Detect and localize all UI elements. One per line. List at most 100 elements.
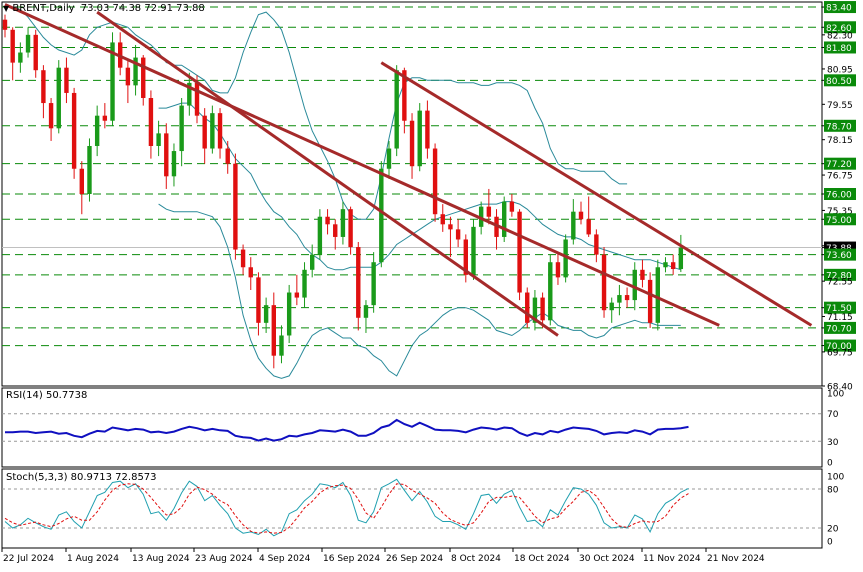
trendline-1 [380, 61, 813, 327]
level-label-0: 83.40 [826, 4, 852, 14]
middle-band-line [158, 102, 681, 271]
rsi-header: RSI(14) 50.7738 [6, 390, 88, 401]
rsi-line [5, 418, 689, 442]
candle-body-22 [171, 151, 177, 177]
level-label-box-5 [824, 74, 856, 87]
candle-body-88 [678, 247, 684, 270]
level-label-5: 80.50 [826, 77, 852, 87]
candle-body-63 [486, 206, 492, 217]
candle-body-57 [440, 214, 445, 225]
stoch-pane[interactable]: 100 80 20 0 [1, 468, 844, 549]
candle-body-18 [141, 57, 146, 98]
stoch-tick-label-2: 20 [827, 525, 839, 535]
dropdown-triangle-icon[interactable]: ▼ [3, 4, 10, 13]
symbol-label: BRENT,Daily [12, 3, 75, 14]
time-label-7: 8 Oct 2024 [451, 554, 501, 564]
candle-body-81 [624, 295, 630, 301]
lower-band-line [158, 203, 681, 379]
level-label-19: 71.50 [826, 304, 852, 314]
level-label-13: 75.00 [826, 216, 852, 226]
candle-body-30 [233, 163, 238, 250]
level-label-box-9 [824, 157, 856, 170]
candle-body-13 [102, 115, 108, 121]
candle-body-17 [133, 57, 138, 86]
candle-body-41 [317, 216, 323, 255]
level-label-21: 70.70 [826, 324, 852, 334]
candle-body-39 [302, 269, 307, 298]
candle-body-43 [333, 224, 338, 237]
candle-body-52 [402, 70, 407, 121]
level-label-16: 73.60 [826, 251, 852, 261]
level-label-7: 78.70 [826, 122, 852, 132]
candle-body-68 [525, 292, 530, 323]
stoch-signal-line [4, 483, 689, 534]
price-tick-label-2: 82.30 [827, 31, 853, 41]
candle-body-0 [2, 19, 8, 30]
level-label-box-21 [824, 321, 856, 334]
candle-body-80 [617, 295, 622, 303]
price-tick-label-8: 78.15 [827, 136, 853, 146]
candle-body-38 [294, 292, 300, 298]
ohlc-readout: 73.03 74.38 72.91 73.88 [80, 3, 205, 14]
candle-body-12 [94, 115, 100, 146]
candle-body-85 [655, 267, 660, 323]
candle-body-66 [509, 201, 515, 212]
level-label-box-17 [824, 268, 856, 281]
level-label-9: 77.20 [826, 160, 852, 170]
candle-body-67 [517, 211, 522, 293]
stoch-tick-label-3: 0 [827, 538, 833, 548]
time-label-10: 11 Nov 2024 [643, 554, 701, 564]
candle-body-48 [371, 262, 376, 306]
time-label-5: 16 Sep 2024 [323, 554, 380, 564]
symbol-header: ▼ BRENT,Daily 73.03 74.38 72.91 73.88 [3, 3, 205, 14]
level-label-box-13 [824, 213, 856, 226]
candle-body-31 [240, 249, 246, 268]
candle-body-62 [478, 206, 484, 227]
candle-body-44 [340, 209, 346, 237]
candle-body-9 [71, 92, 77, 169]
stoch-tick-label-0: 100 [827, 473, 844, 483]
candle-body-16 [125, 67, 131, 86]
candle-body-40 [310, 254, 315, 270]
stoch-header: Stoch(5,3,3) 80.9713 72.8573 [6, 472, 157, 483]
candle-body-83 [640, 269, 645, 280]
rsi-pane[interactable]: 100 70 30 0 [1, 387, 844, 469]
time-label-9: 30 Oct 2024 [579, 554, 635, 564]
candle-body-36 [279, 335, 284, 356]
candle-body-46 [356, 247, 361, 318]
level-label-17: 72.80 [826, 271, 852, 281]
candle-body-19 [148, 98, 154, 146]
rsi-tick-label-0: 100 [827, 390, 844, 400]
rsi-pane-frame [1, 387, 823, 468]
candle-body-7 [56, 67, 61, 129]
candle-body-37 [286, 292, 292, 336]
candle-body-6 [48, 103, 54, 129]
candle-body-35 [271, 305, 276, 356]
level-label-11: 76.00 [826, 191, 852, 201]
candle-body-47 [363, 305, 369, 318]
rsi-tick-label-1: 70 [827, 410, 839, 420]
candle-body-71 [548, 262, 553, 321]
time-label-0: 22 Jul 2024 [3, 554, 54, 564]
time-label-6: 26 Sep 2024 [386, 554, 443, 564]
level-label-box-0 [824, 1, 856, 14]
stoch-tick-label-1: 80 [827, 486, 839, 496]
candle-body-14 [110, 42, 115, 121]
candle-body-58 [448, 224, 453, 230]
candle-body-20 [156, 133, 161, 146]
candle-body-1 [10, 29, 15, 63]
candle-body-84 [647, 279, 653, 323]
candle-body-65 [502, 201, 507, 237]
candle-body-34 [263, 305, 269, 323]
price-tick-label-6: 79.55 [827, 101, 853, 111]
axis-background [823, 0, 863, 568]
candle-body-8 [64, 67, 69, 93]
level-label-box-11 [824, 188, 856, 200]
candle-body-59 [455, 229, 461, 240]
price-tick-label-12: 75.35 [827, 207, 853, 217]
stoch-pane-frame [1, 468, 823, 549]
level-label-1: 82.60 [826, 24, 852, 34]
